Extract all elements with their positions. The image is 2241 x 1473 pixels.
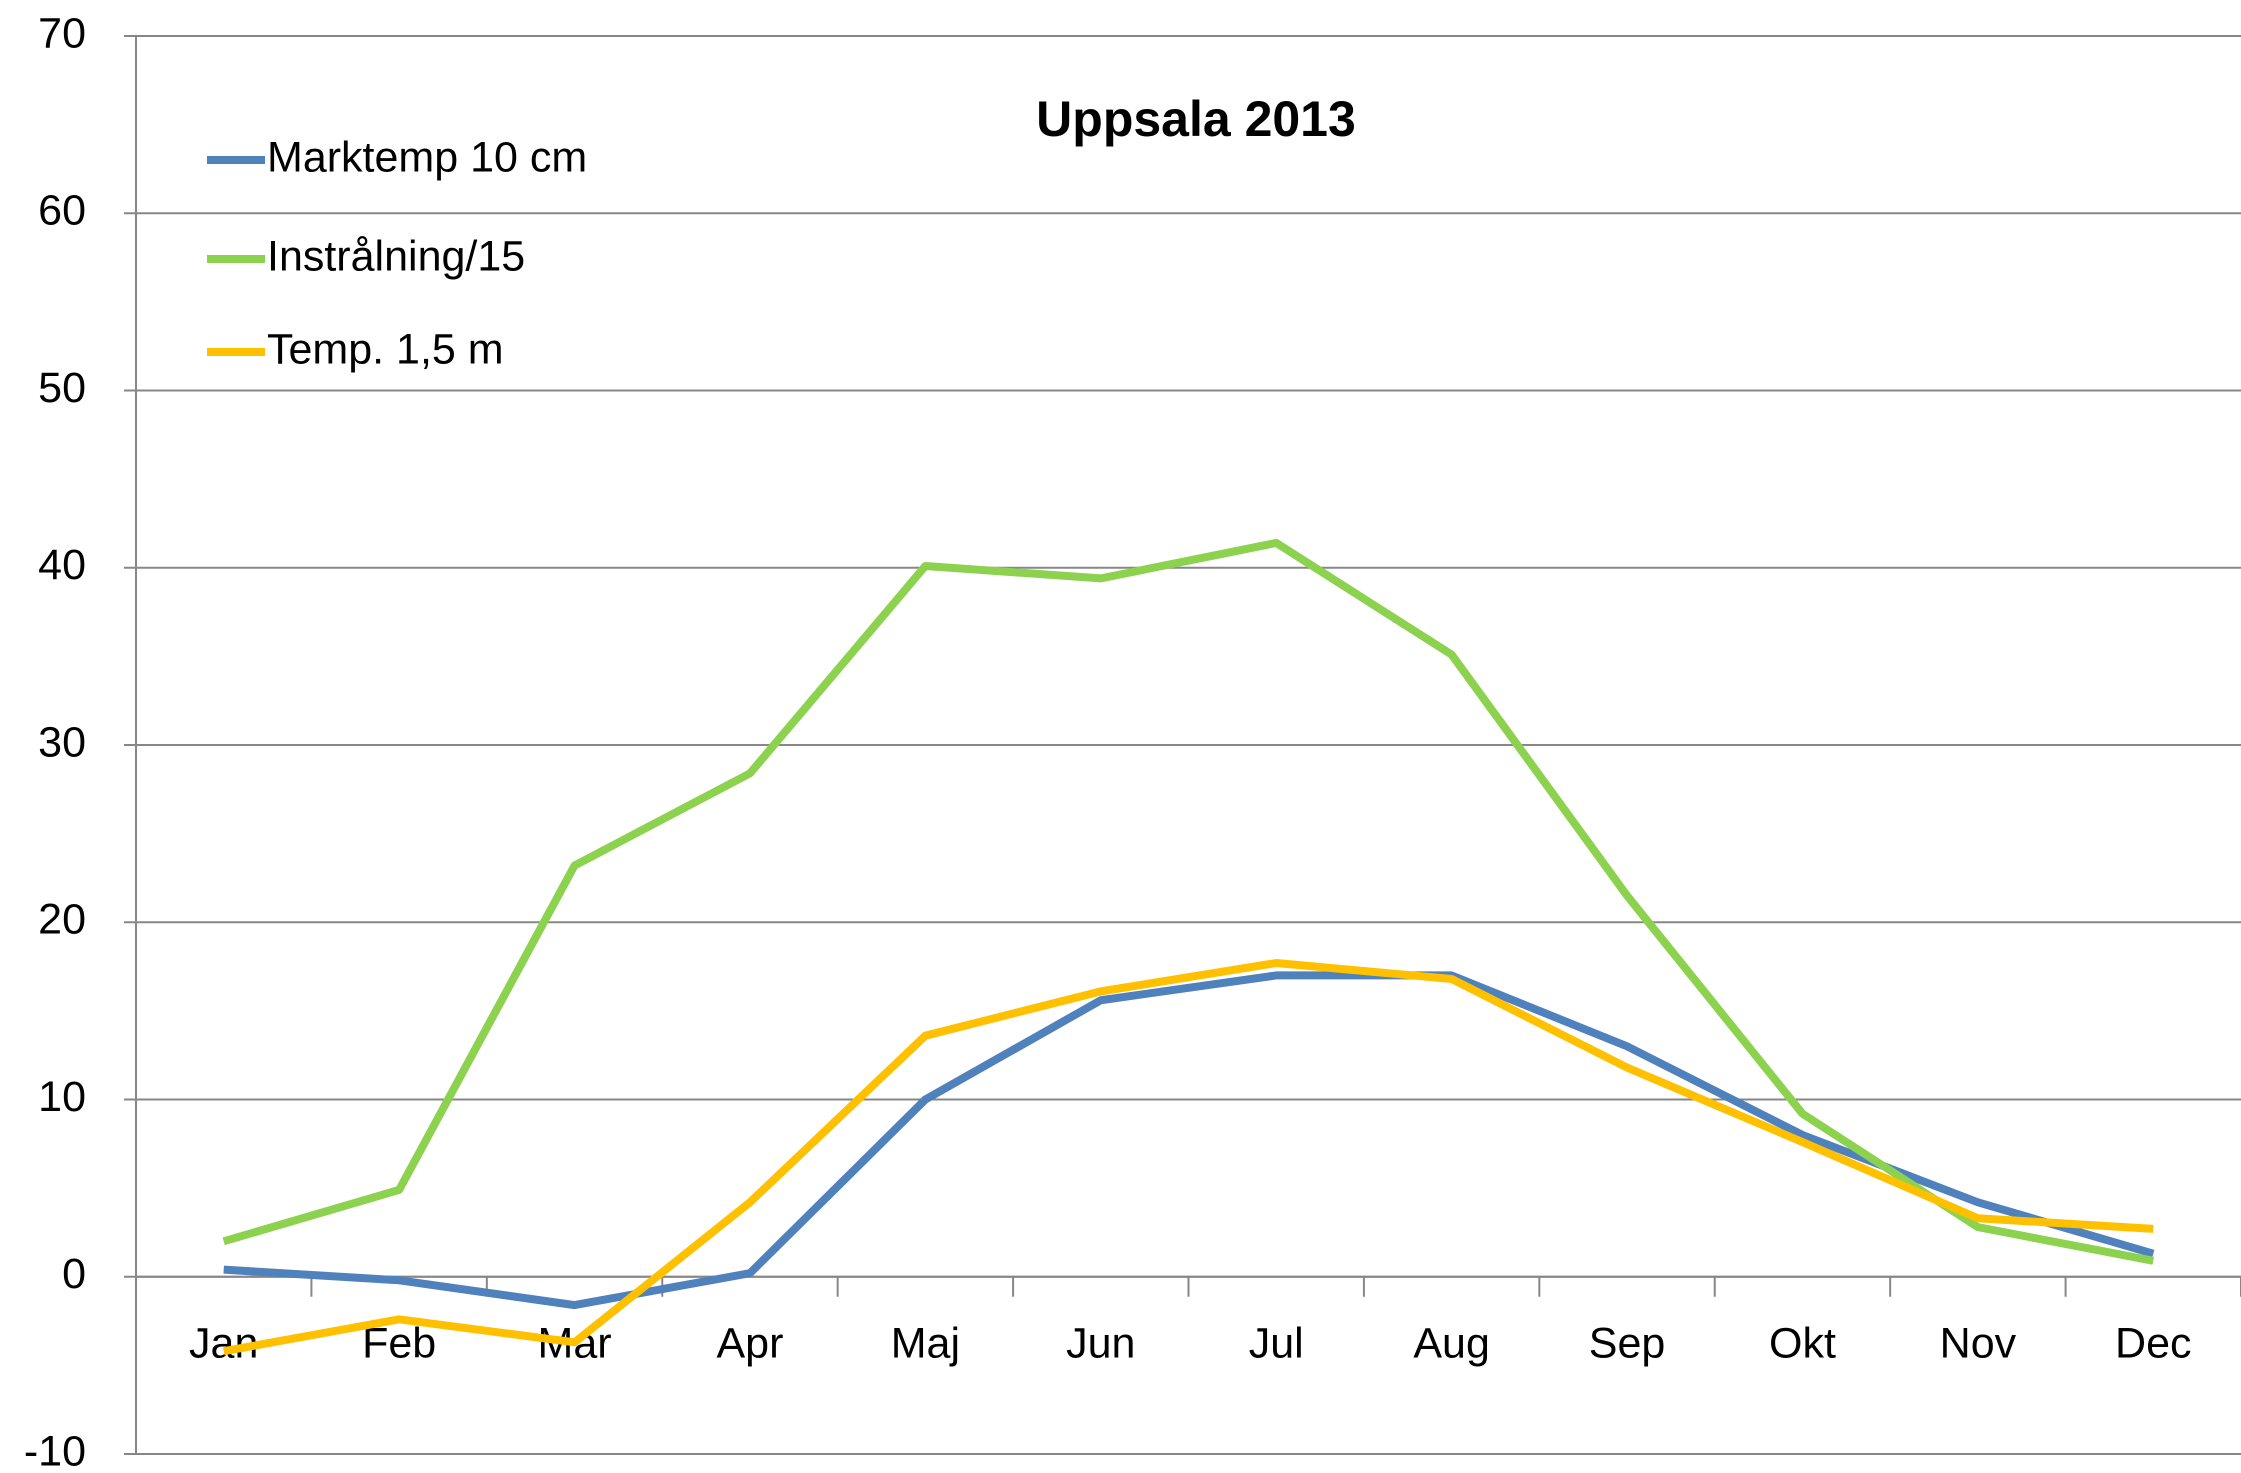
y-tick-label: 10 — [38, 1073, 86, 1121]
legend-label: Instrålning/15 — [267, 232, 525, 280]
y-tick-label: 70 — [38, 9, 86, 57]
x-tick-label: Apr — [716, 1319, 783, 1367]
x-tick-label: Okt — [1769, 1319, 1836, 1367]
x-tick-label: Maj — [891, 1319, 960, 1367]
x-tick-label: Sep — [1589, 1319, 1666, 1367]
series-line — [222, 538, 2155, 1265]
legend-label: Temp. 1,5 m — [267, 325, 504, 373]
x-tick-label: Nov — [1940, 1319, 2017, 1367]
y-tick-label: 30 — [38, 718, 86, 766]
y-tick-label: 0 — [62, 1250, 86, 1298]
x-tick-label: Jul — [1249, 1319, 1304, 1367]
x-tick-label: Aug — [1413, 1319, 1490, 1367]
x-tick-label: Dec — [2115, 1319, 2191, 1367]
x-tick-label: Jun — [1066, 1319, 1135, 1367]
y-tick-label: 60 — [38, 187, 86, 235]
y-tick-label: 40 — [38, 541, 86, 589]
legend-label: Marktemp 10 cm — [267, 133, 587, 181]
y-tick-label: 50 — [38, 364, 86, 412]
y-tick-label: 20 — [38, 896, 86, 944]
chart-title: Uppsala 2013 — [1036, 91, 1356, 147]
series-line — [222, 959, 2154, 1356]
series-line — [223, 971, 2155, 1310]
y-tick-label: -10 — [24, 1427, 86, 1473]
